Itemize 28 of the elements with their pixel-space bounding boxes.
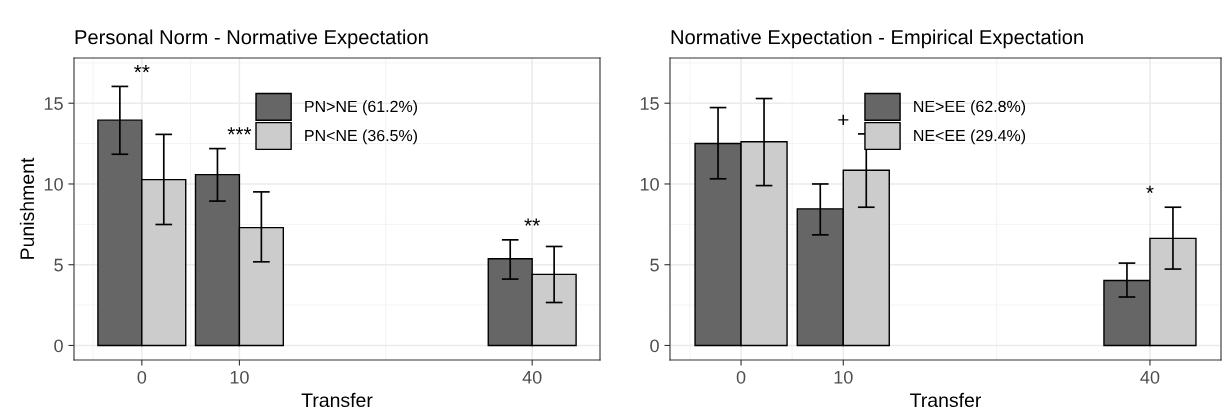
- legend-label: NE>EE (62.8%): [914, 100, 1026, 116]
- legend-label: PN>NE (61.2%): [305, 100, 417, 116]
- x-tick-label: 10: [230, 370, 249, 384]
- y-tick-label: 15: [44, 97, 63, 110]
- y-tick-label: 5: [650, 258, 659, 272]
- y-tick-label: 0: [650, 339, 659, 353]
- chart-title: Normative Expectation - Empirical Expectation: [671, 29, 1083, 49]
- x-tick-label: 0: [736, 370, 746, 384]
- y-tick-label: 5: [54, 258, 63, 272]
- annotation: +: [838, 114, 849, 125]
- legend-label: NE<EE (29.4%): [914, 129, 1026, 145]
- x-tick-label: 40: [522, 370, 542, 384]
- legend-label: PN<NE (36.5%): [305, 129, 417, 145]
- x-axis-title: Transfer: [910, 392, 982, 408]
- x-tick-label: 40: [1140, 370, 1160, 384]
- x-axis-title: Transfer: [301, 392, 373, 408]
- y-tick-label: 10: [640, 177, 659, 191]
- x-tick-label: 0: [137, 370, 147, 384]
- y-tick-label: 10: [44, 177, 63, 191]
- annotation: **: [134, 64, 150, 73]
- annotation: **: [524, 218, 540, 226]
- annotation: ***: [227, 127, 252, 135]
- annotation: *: [1146, 185, 1154, 194]
- y-axis-title: Punishment: [19, 157, 35, 259]
- y-tick-label: 0: [54, 339, 63, 353]
- chart-title: Personal Norm - Normative Expectation: [75, 29, 428, 49]
- y-tick-label: 15: [640, 97, 659, 110]
- x-tick-label: 10: [834, 370, 853, 384]
